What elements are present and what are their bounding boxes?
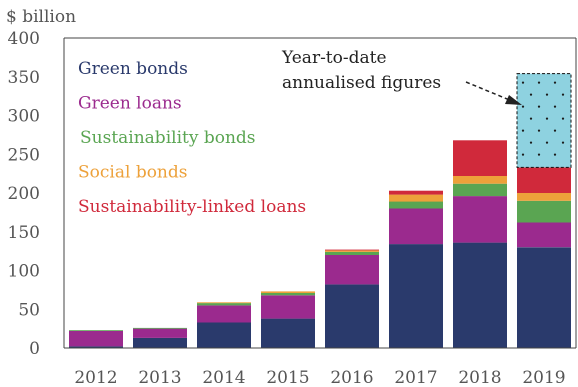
ytd-dot [545, 117, 549, 120]
ytd-dot [537, 129, 541, 132]
bar-green-bonds-2014 [197, 322, 251, 348]
ytd-dot [545, 141, 549, 144]
bar-green-loans-2018 [453, 196, 507, 243]
ytd-dot [521, 153, 525, 156]
x-tick-label: 2019 [522, 368, 565, 387]
annotation-arrowhead [505, 95, 522, 105]
bar-green-bonds-2018 [453, 242, 507, 348]
bar-sustainability-bonds-2018 [453, 183, 507, 197]
bar-sustainability-bonds-2015 [261, 293, 315, 296]
x-tick-label: 2015 [266, 368, 309, 387]
legend-item-green-bonds: Green bonds [78, 59, 188, 79]
bar-green-loans-2015 [261, 295, 315, 319]
bar-sustainability-bonds-2019 [517, 200, 571, 223]
ytd-overlay [516, 73, 572, 168]
bar-green-loans-2013 [133, 328, 187, 338]
bar-green-bonds-2015 [261, 318, 315, 348]
legend-item-green-loans: Green loans [78, 94, 182, 114]
x-tick-label: 2013 [138, 368, 181, 387]
ytd-dot [561, 141, 565, 144]
ytd-dot [561, 117, 565, 120]
bar-sustainability-linked-loans-2016 [325, 249, 379, 251]
y-tick-label: 250 [8, 145, 40, 165]
bar-green-loans-2014 [197, 305, 251, 323]
bar-sustainability-linked-loans-2017 [389, 190, 443, 195]
x-tick-label: 2018 [458, 368, 501, 387]
ytd-dot [553, 153, 557, 156]
ytd-dot [553, 129, 557, 132]
legend-item-sustainability-linked-loans: Sustainability-linked loans [78, 197, 306, 217]
ytd-dot [521, 81, 525, 84]
ytd-dot [553, 81, 557, 84]
y-tick-label: 350 [8, 68, 40, 88]
y-tick-label: 300 [8, 107, 40, 127]
bar-green-loans-2016 [325, 255, 379, 285]
bars [69, 140, 571, 349]
x-axis-labels: 2012 2013 2014 2015 2016 2017 2018 2019 [74, 368, 565, 387]
y-tick-label: 50 [18, 300, 40, 320]
annotation-arrow-line [465, 81, 513, 102]
bar-green-bonds-2019 [517, 247, 571, 349]
legend: Green bonds Green loans Sustainability bon… [78, 59, 306, 217]
x-tick-label: 2016 [330, 368, 373, 387]
y-tick-label: 100 [8, 262, 40, 282]
bar-green-loans-2017 [389, 208, 443, 245]
bar-green-loans-2012 [69, 330, 123, 347]
legend-item-social-bonds: Social bonds [78, 163, 188, 183]
bar-sustainability-bonds-2012 [69, 330, 123, 331]
bar-green-loans-2019 [517, 222, 571, 248]
bar-green-bonds-2017 [389, 244, 443, 348]
bar-social-bonds-2017 [389, 194, 443, 202]
ytd-dot [521, 105, 525, 108]
ytd-dot [529, 117, 533, 120]
bar-social-bonds-2016 [325, 250, 379, 252]
bar-sustainability-linked-loans-2019 [517, 167, 571, 193]
legend-item-sustainability-bonds: Sustainability bonds [80, 128, 256, 148]
ytd-dot [553, 105, 557, 108]
x-tick-label: 2012 [74, 368, 117, 387]
bar-sustainability-linked-loans-2018 [453, 140, 507, 176]
bar-green-bonds-2016 [325, 284, 379, 348]
bar-sustainability-bonds-2014 [197, 303, 251, 306]
x-tick-label: 2017 [394, 368, 437, 387]
bar-sustainability-bonds-2016 [325, 251, 379, 255]
bar-social-bonds-2015 [261, 291, 315, 293]
y-unit-label: $ billion [6, 7, 76, 27]
ytd-dot [537, 153, 541, 156]
x-tick-label: 2014 [202, 368, 245, 387]
ytd-dot [537, 105, 541, 108]
ytd-dot [529, 93, 533, 96]
ytd-dot [521, 129, 525, 132]
ytd-dot [529, 141, 533, 144]
ytd-block [516, 73, 572, 168]
ytd-dot [561, 93, 565, 96]
bar-sustainability-bonds-2013 [133, 327, 187, 329]
bar-social-bonds-2019 [517, 193, 571, 201]
annotation-line-2: annualised figures [282, 73, 441, 93]
annotation-line-1: Year-to-date [281, 48, 387, 68]
bar-sustainability-bonds-2017 [389, 201, 443, 209]
y-tick-label: 400 [8, 29, 40, 49]
y-tick-label: 0 [29, 339, 40, 359]
bar-social-bonds-2014 [197, 302, 251, 304]
ytd-dot [537, 81, 541, 84]
ytd-annotation: Year-to-date annualised figures [281, 48, 522, 105]
ytd-dot [545, 93, 549, 96]
bar-green-bonds-2013 [133, 337, 187, 348]
bar-social-bonds-2018 [453, 175, 507, 184]
y-tick-label: 200 [8, 184, 40, 204]
y-axis-ticks: 0 50 100 150 200 250 300 350 400 [8, 29, 40, 359]
y-tick-label: 150 [8, 223, 40, 243]
bar-green-bonds-2012 [69, 346, 123, 348]
